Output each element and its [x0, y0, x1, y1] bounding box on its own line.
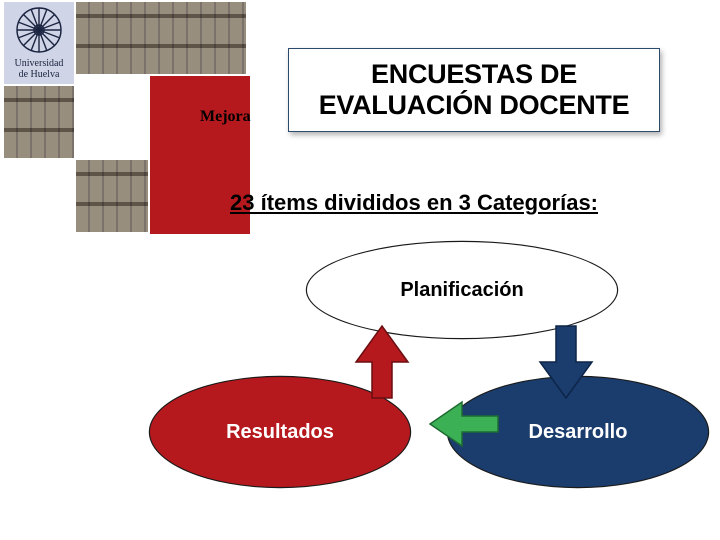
arrow-up-red: [356, 326, 408, 398]
title-text: ENCUESTAS DE EVALUACIÓN DOCENTE: [319, 59, 630, 121]
resultados-label: Resultados: [226, 421, 334, 444]
badge-line1: Universidad: [4, 58, 74, 69]
subtitle: 23 ítems divididos en 3 Categorías:: [230, 190, 598, 216]
university-badge: Universidad de Huelva: [4, 2, 74, 84]
building-photo-left: [4, 86, 74, 158]
ellipse-planificacion: Planificación: [307, 242, 617, 338]
mejora-label: Mejora: [200, 108, 251, 126]
desarrollo-label: Desarrollo: [529, 421, 628, 444]
ellipse-desarrollo: Desarrollo: [448, 377, 708, 487]
planificacion-label: Planificación: [400, 279, 523, 302]
building-photo-top: [76, 2, 246, 74]
ellipse-resultados: Resultados: [150, 377, 410, 487]
wheel-icon: [4, 2, 74, 58]
badge-line2: de Huelva: [4, 69, 74, 80]
title-box: ENCUESTAS DE EVALUACIÓN DOCENTE: [288, 48, 660, 132]
slide-canvas: Universidad de Huelva Mejora ENCUESTAS D…: [0, 0, 720, 540]
building-photo-small: [76, 160, 148, 232]
title-line2: EVALUACIÓN DOCENTE: [319, 90, 630, 120]
title-line1: ENCUESTAS DE: [371, 59, 577, 89]
